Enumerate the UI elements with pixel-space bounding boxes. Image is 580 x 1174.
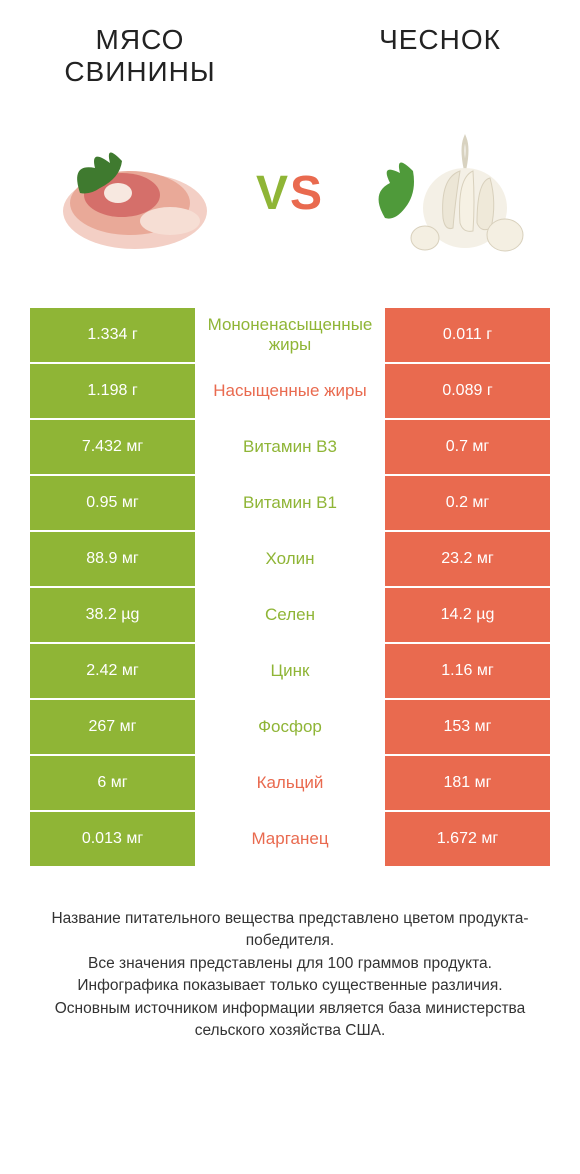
vs-s: S xyxy=(290,167,324,220)
nutrient-label: Марганец xyxy=(195,812,385,866)
left-value: 38.2 µg xyxy=(30,588,195,642)
nutrient-label: Цинк xyxy=(195,644,385,698)
nutrient-label: Фосфор xyxy=(195,700,385,754)
table-row: 1.198 гНасыщенные жиры0.089 г xyxy=(30,364,550,420)
table-row: 1.334 гМононенасыщенные жиры0.011 г xyxy=(30,308,550,364)
left-food-title: МЯСО СВИНИНЫ xyxy=(40,24,240,88)
right-food-title: ЧЕСНОК xyxy=(340,24,540,56)
left-value: 1.198 г xyxy=(30,364,195,418)
vs-v: V xyxy=(256,167,290,220)
right-value: 1.16 мг xyxy=(385,644,550,698)
right-value: 23.2 мг xyxy=(385,532,550,586)
table-row: 2.42 мгЦинк1.16 мг xyxy=(30,644,550,700)
nutrient-label: Мононенасыщенные жиры xyxy=(195,308,385,362)
right-value: 181 мг xyxy=(385,756,550,810)
right-value: 0.7 мг xyxy=(385,420,550,474)
right-value: 0.011 г xyxy=(385,308,550,362)
right-value: 0.2 мг xyxy=(385,476,550,530)
right-value: 14.2 µg xyxy=(385,588,550,642)
table-row: 88.9 мгХолин23.2 мг xyxy=(30,532,550,588)
left-value: 1.334 г xyxy=(30,308,195,362)
footer-line-3: Инфографика показывает только существенн… xyxy=(30,975,550,997)
header: МЯСО СВИНИНЫ ЧЕСНОК xyxy=(0,0,580,88)
nutrient-label: Холин xyxy=(195,532,385,586)
table-row: 38.2 µgСелен14.2 µg xyxy=(30,588,550,644)
nutrient-label: Селен xyxy=(195,588,385,642)
left-value: 6 мг xyxy=(30,756,195,810)
nutrient-label: Витамин B1 xyxy=(195,476,385,530)
table-row: 267 мгФосфор153 мг xyxy=(30,700,550,756)
footer-line-2: Все значения представлены для 100 граммо… xyxy=(30,953,550,975)
table-row: 6 мгКальций181 мг xyxy=(30,756,550,812)
nutrient-label: Витамин B3 xyxy=(195,420,385,474)
footer-line-4: Основным источником информации является … xyxy=(30,998,550,1043)
left-value: 0.013 мг xyxy=(30,812,195,866)
right-value: 0.089 г xyxy=(385,364,550,418)
left-value: 88.9 мг xyxy=(30,532,195,586)
table-row: 7.432 мгВитамин B30.7 мг xyxy=(30,420,550,476)
left-value: 267 мг xyxy=(30,700,195,754)
right-value: 1.672 мг xyxy=(385,812,550,866)
images-row: VS xyxy=(0,88,580,308)
vs-label: VS xyxy=(256,166,324,221)
footer-line-1: Название питательного вещества представл… xyxy=(30,908,550,953)
nutrient-label: Кальций xyxy=(195,756,385,810)
pork-image xyxy=(40,123,220,263)
nutrient-label: Насыщенные жиры xyxy=(195,364,385,418)
comparison-table: 1.334 гМононенасыщенные жиры0.011 г1.198… xyxy=(0,308,580,868)
table-row: 0.013 мгМарганец1.672 мг xyxy=(30,812,550,868)
left-value: 0.95 мг xyxy=(30,476,195,530)
right-value: 153 мг xyxy=(385,700,550,754)
left-value: 2.42 мг xyxy=(30,644,195,698)
table-row: 0.95 мгВитамин B10.2 мг xyxy=(30,476,550,532)
left-value: 7.432 мг xyxy=(30,420,195,474)
garlic-image xyxy=(360,123,540,263)
footer-notes: Название питательного вещества представл… xyxy=(0,868,580,1043)
